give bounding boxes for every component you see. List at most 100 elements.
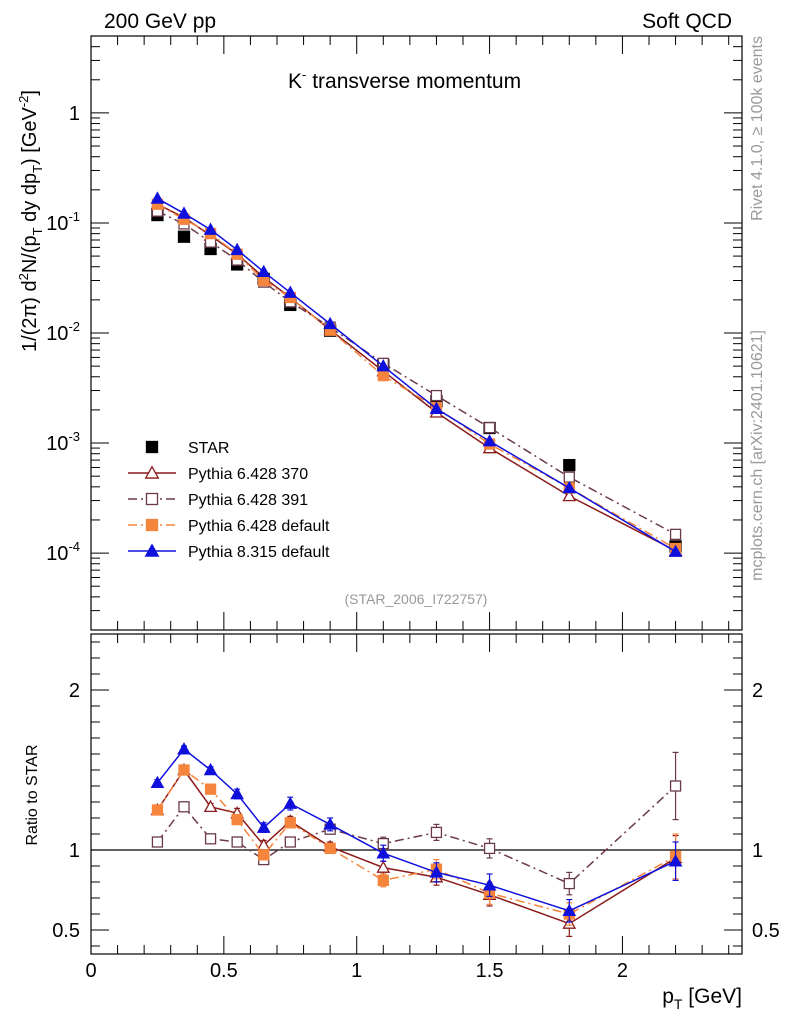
x-tick-label: 0.5	[210, 960, 238, 982]
ratio-frame	[90, 633, 743, 955]
main-frame	[90, 35, 743, 631]
ratio-point	[323, 817, 337, 830]
data-point	[376, 359, 391, 372]
legend: STAR Pythia 6.428 370 Pythia 6.428 391 Pyth…	[128, 440, 330, 561]
legend-label: Pythia 6.428 370	[188, 466, 308, 483]
data-point	[563, 458, 576, 472]
legend-label: STAR	[188, 440, 229, 457]
data-point	[562, 480, 577, 494]
ratio-point	[231, 813, 243, 826]
ratio-point	[231, 836, 243, 848]
ratio-point	[284, 817, 296, 829]
y-tick-label: 10-4	[46, 539, 80, 565]
data-point	[669, 528, 682, 540]
series-line	[157, 197, 676, 553]
legend-label: Pythia 6.428 391	[188, 492, 308, 509]
data-point	[562, 488, 577, 502]
ratio-point	[377, 874, 389, 887]
rivet-label: Rivet 4.1.0, ≥ 100k events	[749, 36, 766, 221]
ratio-point	[256, 820, 271, 833]
ratio-point	[151, 836, 164, 848]
ratio-point	[430, 826, 443, 839]
ratio-point	[669, 780, 682, 792]
legend-label: Pythia 8.315 default	[188, 544, 330, 561]
plot-title: K- transverse momentum	[288, 67, 521, 93]
data-point	[256, 264, 271, 278]
ratio-point	[204, 833, 217, 845]
legend-label: Pythia 6.428 default	[188, 518, 330, 535]
ratio-line	[156, 768, 676, 925]
ratio-point	[668, 854, 683, 867]
main-axis-ticks: 10-4 10-3 10-2 10-1 1	[46, 35, 742, 631]
x-tick-label: 1	[351, 960, 362, 982]
ratio-ylabel: Ratio to STAR	[24, 744, 41, 845]
analysis-tag: (STAR_2006_I722757)	[345, 591, 488, 607]
data-point	[177, 206, 191, 219]
ratio-point	[203, 799, 218, 813]
main-series-group	[150, 191, 683, 557]
mcplots-label: mcplots.cern.ch [arXiv:2401.10621]	[749, 330, 766, 581]
ratio-series-group	[150, 742, 683, 938]
x-axis-label: pT [GeV]	[662, 985, 742, 1012]
ratio-point	[258, 849, 270, 861]
ratio-point	[203, 762, 218, 776]
ratio-point	[376, 846, 391, 859]
data-point	[430, 389, 443, 402]
y-tick-label-right: 0.5	[752, 920, 780, 942]
y-tick-label-right: 2	[752, 680, 763, 702]
y-tick-label-left: 1	[69, 840, 80, 862]
series-line	[157, 210, 676, 536]
y-tick-label: 10-2	[46, 319, 80, 345]
ratio-line	[156, 768, 676, 915]
data-point	[377, 369, 389, 382]
data-point	[177, 230, 191, 243]
ratio-point	[482, 878, 497, 891]
data-point	[482, 434, 497, 447]
data-point	[283, 285, 298, 298]
ratio-point	[283, 796, 298, 809]
ratio-point	[563, 877, 575, 890]
data-point	[563, 471, 575, 483]
series-line	[157, 203, 676, 550]
main-series-4	[150, 191, 683, 557]
ratio-point	[151, 804, 164, 816]
y-tick-label: 10-1	[46, 209, 80, 235]
ratio-point	[429, 865, 444, 878]
data-point	[323, 316, 337, 330]
ratio-point	[178, 801, 190, 813]
y-tick-label: 10-3	[46, 429, 80, 455]
ratio-point	[376, 860, 391, 873]
legend-marker	[144, 543, 160, 557]
header-left: 200 GeV pp	[104, 10, 216, 33]
data-point	[150, 191, 165, 204]
main-ylabel: 1/(2π) d2N/(pT dy dpT) [GeV-2]	[16, 90, 45, 352]
ratio-point	[204, 783, 217, 795]
ratio-point	[178, 764, 190, 776]
ratio-line	[156, 748, 676, 912]
ratio-point	[150, 775, 165, 789]
ratio-point	[483, 842, 496, 855]
main-panel: 10-4 10-3 10-2 10-1 1 K- transverse momentum…	[16, 35, 743, 631]
ratio-series-3	[150, 742, 683, 923]
ratio-point	[177, 742, 191, 755]
y-tick-label-left: 0.5	[52, 920, 80, 942]
legend-marker	[145, 440, 159, 454]
ratio-axis-ticks: 0.5 0.51 12 20 0.5 1 1.5 2	[52, 634, 780, 982]
ratio-panel: 0.5 0.51 12 20 0.5 1 1.5 2 Ratio to STAR pT [Ge…	[24, 633, 780, 1012]
legend-marker	[145, 492, 159, 506]
header-right: Soft QCD	[642, 10, 732, 33]
data-point	[429, 401, 444, 414]
x-tick-label: 1.5	[476, 960, 504, 982]
ratio-point	[562, 903, 577, 917]
data-point	[230, 242, 244, 256]
data-point	[668, 544, 683, 557]
ratio-point	[284, 836, 296, 848]
x-tick-label: 0	[85, 960, 96, 982]
x-tick-label: 2	[617, 960, 628, 982]
legend-marker	[145, 518, 159, 532]
data-point	[203, 222, 218, 235]
ratio-point	[324, 842, 336, 855]
y-tick-label-right: 1	[752, 840, 763, 862]
data-point	[483, 421, 496, 434]
